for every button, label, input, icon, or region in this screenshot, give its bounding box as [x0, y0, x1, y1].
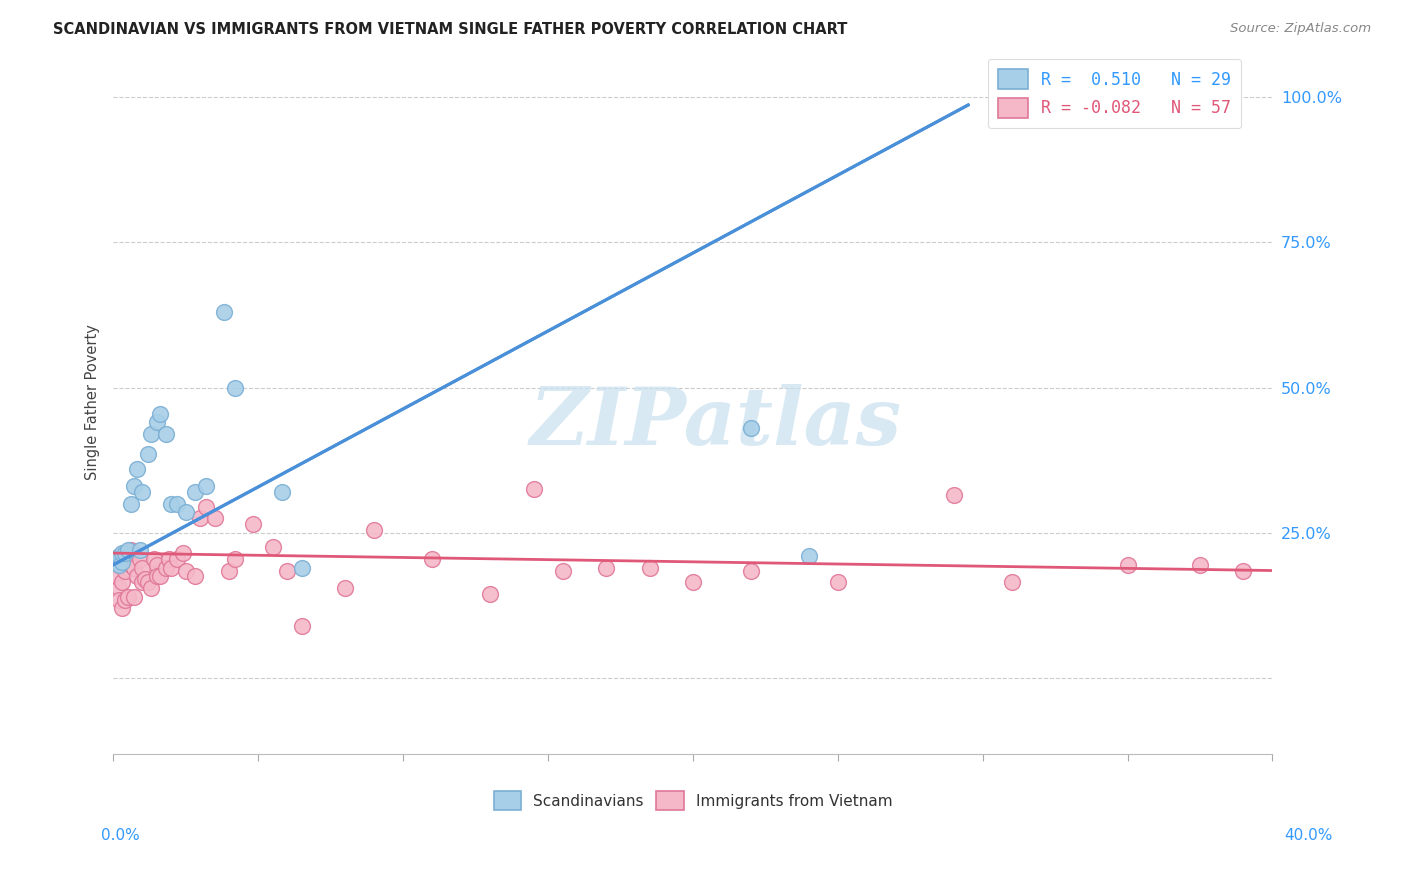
Point [155, 560, 177, 574]
Point [740, 421, 762, 435]
Point [143, 552, 166, 566]
Point [190, 511, 212, 525]
Point [160, 497, 183, 511]
Point [479, 587, 502, 601]
Point [827, 575, 849, 590]
Point [166, 552, 188, 566]
Point [157, 552, 180, 566]
Point [122, 479, 145, 493]
Point [291, 618, 314, 632]
Point [797, 549, 820, 563]
Point [1232, 564, 1254, 578]
Point [183, 569, 205, 583]
Point [149, 569, 172, 583]
Point [551, 564, 574, 578]
Point [224, 381, 246, 395]
Point [122, 560, 145, 574]
Point [420, 552, 443, 566]
Y-axis label: Single Father Poverty: Single Father Poverty [86, 324, 100, 480]
Point [174, 564, 197, 578]
Point [120, 543, 142, 558]
Legend: Scandinavians, Immigrants from Vietnam: Scandinavians, Immigrants from Vietnam [488, 785, 898, 816]
Point [183, 485, 205, 500]
Point [335, 581, 357, 595]
Point [108, 581, 131, 595]
Point [128, 543, 150, 558]
Point [131, 560, 153, 574]
Point [136, 575, 159, 590]
Point [149, 407, 172, 421]
Point [682, 575, 704, 590]
Point [146, 569, 169, 583]
Point [131, 485, 153, 500]
Point [108, 592, 131, 607]
Point [262, 541, 284, 555]
Point [125, 462, 148, 476]
Point [291, 560, 314, 574]
Point [155, 427, 177, 442]
Point [638, 560, 661, 574]
Point [1116, 558, 1139, 572]
Point [114, 546, 136, 560]
Point [134, 572, 156, 586]
Point [128, 552, 150, 566]
Point [172, 546, 194, 560]
Point [523, 482, 546, 496]
Point [120, 558, 142, 572]
Point [117, 543, 139, 558]
Point [108, 558, 131, 572]
Point [942, 488, 965, 502]
Point [125, 569, 148, 583]
Point [136, 447, 159, 461]
Point [146, 416, 169, 430]
Point [111, 575, 134, 590]
Point [114, 564, 136, 578]
Point [105, 558, 128, 572]
Point [108, 549, 131, 563]
Point [204, 511, 226, 525]
Point [195, 500, 218, 514]
Point [117, 590, 139, 604]
Point [105, 569, 128, 583]
Point [117, 546, 139, 560]
Point [224, 552, 246, 566]
Point [270, 485, 292, 500]
Point [111, 601, 134, 615]
Point [166, 497, 188, 511]
Text: Source: ZipAtlas.com: Source: ZipAtlas.com [1230, 22, 1371, 36]
Text: 0.0%: 0.0% [101, 829, 141, 843]
Text: SCANDINAVIAN VS IMMIGRANTS FROM VIETNAM SINGLE FATHER POVERTY CORRELATION CHART: SCANDINAVIAN VS IMMIGRANTS FROM VIETNAM … [53, 22, 848, 37]
Point [131, 575, 153, 590]
Point [146, 558, 169, 572]
Point [160, 560, 183, 574]
Text: ZIPatlas: ZIPatlas [530, 384, 903, 462]
Point [105, 552, 128, 566]
Point [114, 592, 136, 607]
Point [242, 517, 264, 532]
Point [212, 305, 235, 319]
Point [105, 555, 128, 569]
Point [120, 497, 142, 511]
Point [363, 523, 385, 537]
Point [111, 555, 134, 569]
Point [740, 564, 762, 578]
Point [141, 581, 163, 595]
Point [174, 506, 197, 520]
Point [276, 564, 298, 578]
Point [195, 479, 218, 493]
Point [1001, 575, 1024, 590]
Point [595, 560, 617, 574]
Point [218, 564, 240, 578]
Text: 40.0%: 40.0% [1285, 829, 1333, 843]
Point [1189, 558, 1212, 572]
Point [122, 590, 145, 604]
Point [111, 546, 134, 560]
Point [141, 427, 163, 442]
